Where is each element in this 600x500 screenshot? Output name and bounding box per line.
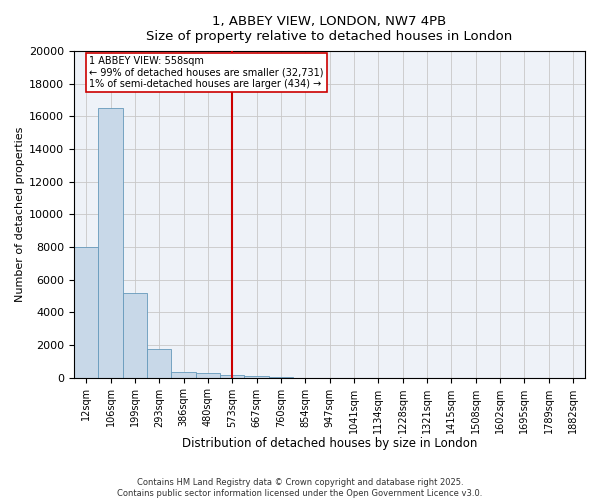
Bar — [122, 292, 147, 378]
Bar — [269, 377, 293, 378]
Bar — [220, 374, 244, 378]
Bar — [196, 373, 220, 378]
Bar — [244, 376, 269, 378]
Text: 1 ABBEY VIEW: 558sqm
← 99% of detached houses are smaller (32,731)
1% of semi-de: 1 ABBEY VIEW: 558sqm ← 99% of detached h… — [89, 56, 323, 89]
Text: Contains HM Land Registry data © Crown copyright and database right 2025.
Contai: Contains HM Land Registry data © Crown c… — [118, 478, 482, 498]
Bar — [74, 247, 98, 378]
X-axis label: Distribution of detached houses by size in London: Distribution of detached houses by size … — [182, 437, 477, 450]
Title: 1, ABBEY VIEW, LONDON, NW7 4PB
Size of property relative to detached houses in L: 1, ABBEY VIEW, LONDON, NW7 4PB Size of p… — [146, 15, 512, 43]
Bar — [98, 108, 122, 378]
Bar — [172, 372, 196, 378]
Y-axis label: Number of detached properties: Number of detached properties — [15, 126, 25, 302]
Bar — [147, 349, 172, 378]
